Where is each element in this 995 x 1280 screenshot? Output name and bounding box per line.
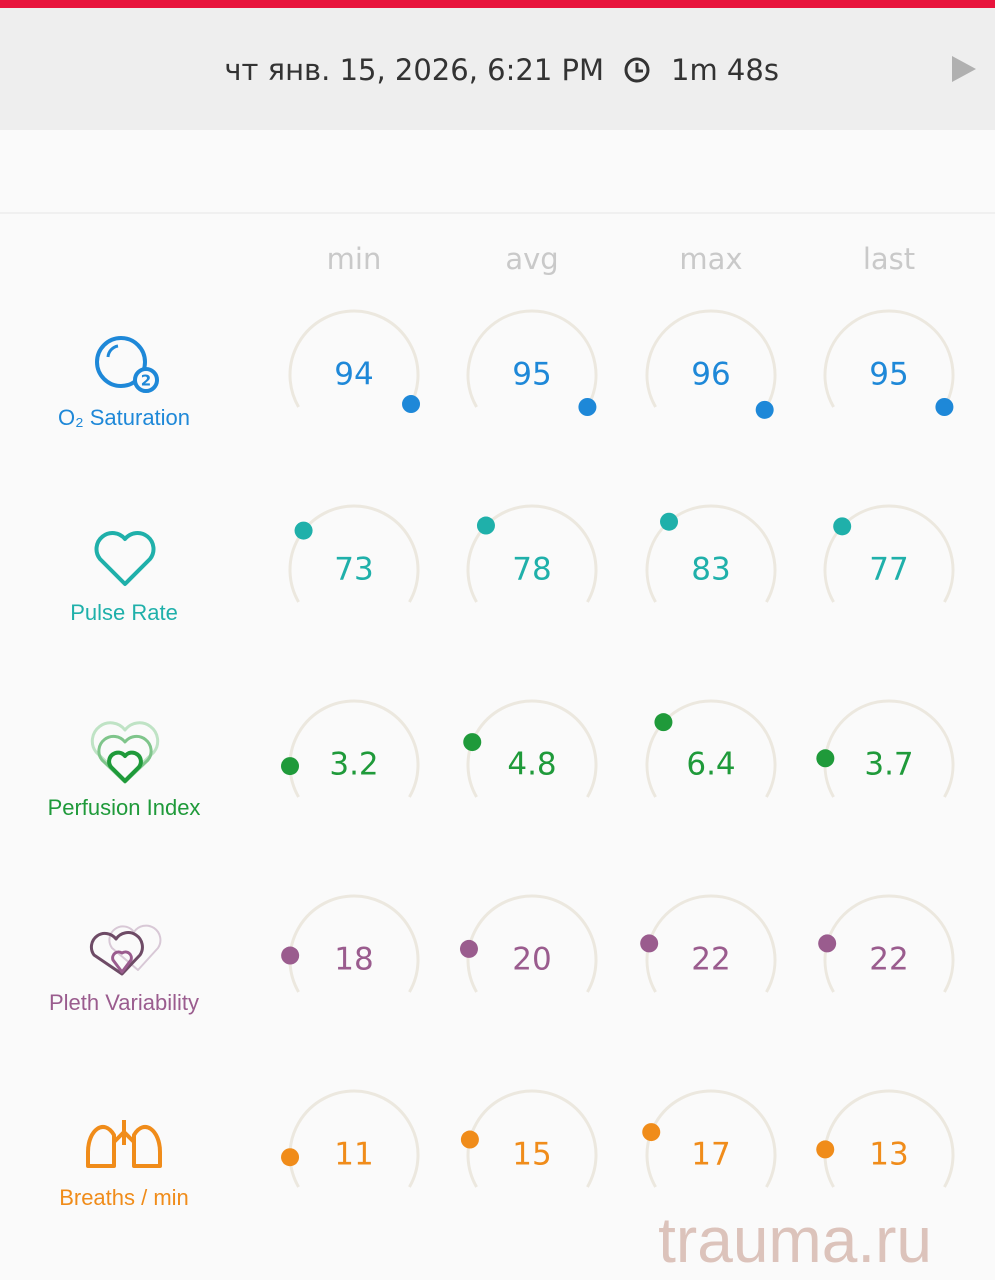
column-header: avg — [505, 242, 558, 276]
metric-label: Pulse Rate — [70, 600, 178, 625]
clock-icon — [624, 57, 650, 83]
gauge-dot — [402, 395, 421, 414]
gauge-value: 95 — [869, 357, 908, 393]
o2-icon: 2 — [95, 336, 159, 393]
pleth-icon — [89, 924, 162, 976]
gauge-ring — [823, 504, 955, 603]
gauge-value: 83 — [691, 552, 730, 588]
metric-label: Pleth Variability — [49, 990, 199, 1015]
gauge-ring — [645, 504, 777, 603]
gauge-value: 94 — [334, 357, 373, 393]
gauge-dot — [654, 713, 673, 732]
gauge-value: 3.7 — [864, 747, 913, 783]
gauge-dot — [816, 749, 835, 768]
gauge-dot — [460, 1130, 479, 1149]
gauge-value: 17 — [691, 1137, 730, 1173]
metric-label: Breaths / min — [59, 1185, 189, 1210]
column-header: max — [679, 242, 742, 276]
gauge-dot — [281, 946, 300, 965]
gauge-ring — [823, 309, 955, 408]
gauge-value: 95 — [512, 357, 551, 393]
gauge-ring — [645, 699, 777, 798]
gauge-value: 4.8 — [507, 747, 556, 783]
gauge-dot — [818, 934, 837, 953]
gauge-value: 20 — [512, 942, 551, 978]
gauge-value: 22 — [691, 942, 730, 978]
gauge-ring — [288, 309, 420, 408]
gauge-ring — [645, 1089, 777, 1188]
gauge-dot — [281, 1148, 300, 1167]
play-button[interactable] — [952, 56, 976, 82]
gauge-value: 77 — [869, 552, 908, 588]
gauge-ring — [823, 894, 955, 993]
column-header: min — [327, 242, 382, 276]
gauge-dot — [476, 516, 495, 535]
session-datetime: чт янв. 15, 2026, 6:21 PM — [224, 53, 604, 87]
gauge-dot — [578, 398, 597, 416]
gauge-value: 13 — [869, 1137, 908, 1173]
gauge-value: 96 — [691, 357, 730, 393]
watermark: trauma.ru — [658, 1204, 932, 1276]
status-accent — [0, 0, 995, 8]
gauge-dot — [281, 757, 300, 776]
column-header: last — [863, 242, 915, 276]
header-bar — [0, 0, 995, 130]
lungs-icon — [86, 1120, 162, 1168]
gauge-ring — [466, 699, 598, 798]
gauge-value: 6.4 — [686, 747, 735, 783]
metric-label: O₂ Saturation — [58, 405, 190, 430]
gauge-ring — [466, 504, 598, 603]
gauge-value: 11 — [334, 1137, 373, 1173]
gauge-dot — [755, 400, 774, 419]
gauge-value: 78 — [512, 552, 551, 588]
gauge-value: 22 — [869, 942, 908, 978]
gauge-dot — [294, 521, 313, 540]
gauge-dot — [459, 939, 478, 958]
session-duration: 1m 48s — [671, 53, 779, 87]
gauge-dot — [642, 1123, 661, 1142]
gauge-dot — [660, 512, 679, 531]
gauge-dot — [463, 733, 482, 752]
gauge-value: 3.2 — [329, 747, 378, 783]
gauge-value: 73 — [334, 552, 373, 588]
gauge-ring — [645, 309, 777, 408]
gauge-ring — [288, 504, 420, 603]
gauge-ring — [645, 894, 777, 993]
gauge-dot — [833, 517, 852, 536]
gauge-ring — [288, 1089, 420, 1188]
metric-label: Perfusion Index — [48, 795, 201, 820]
heart-icon — [94, 531, 156, 586]
gauge-dot — [816, 1140, 835, 1159]
gauge-ring — [466, 309, 598, 408]
gauge-dot — [640, 934, 659, 953]
gauge-value: 15 — [512, 1137, 551, 1173]
perfusion-icon — [90, 721, 160, 784]
gauge-dot — [935, 398, 954, 416]
gauge-value: 18 — [334, 942, 373, 978]
svg-text:2: 2 — [141, 372, 151, 390]
